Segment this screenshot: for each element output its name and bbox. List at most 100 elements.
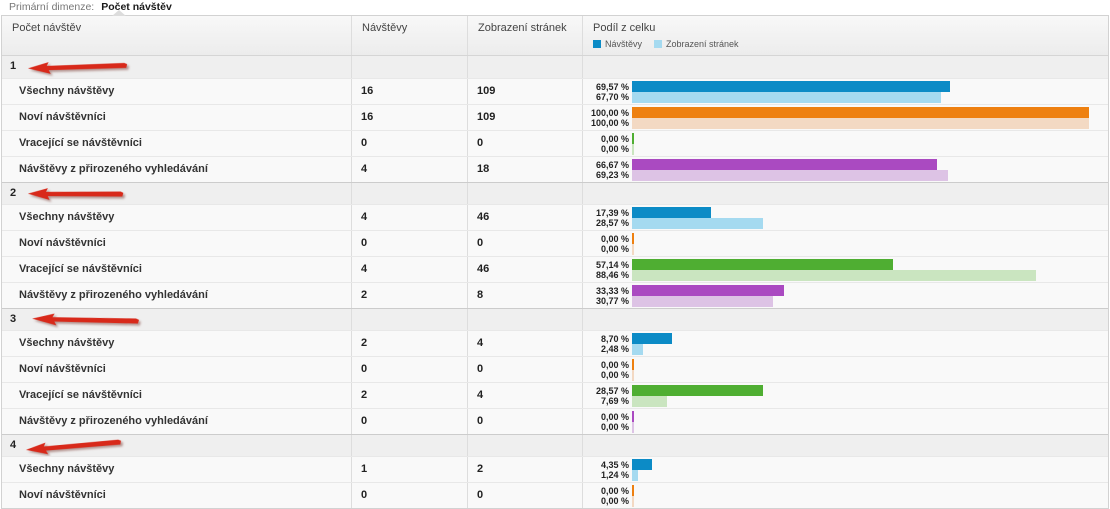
- pageviews-bar: [632, 143, 634, 155]
- pageviews-value: 46: [467, 205, 582, 230]
- segment-label: Vracející se návštěvníci: [19, 263, 142, 275]
- table-row: Všechny návštěvy 1 2 4,35 % 1,24 %: [2, 456, 1108, 482]
- annotation-arrow-icon: [25, 439, 121, 455]
- share-cell: 69,57 % 67,70 %: [582, 79, 1108, 104]
- pageviews-percent: 0,00 %: [600, 143, 629, 154]
- visits-bar: [632, 206, 711, 218]
- share-cell: 57,14 % 88,46 %: [582, 257, 1108, 282]
- visits-bar: [632, 332, 672, 344]
- visits-value: 16: [351, 79, 467, 104]
- pageviews-value: 4: [467, 331, 582, 356]
- primary-dimension-label: Primární dimenze:: [9, 1, 95, 13]
- share-bars: [632, 206, 763, 229]
- pageviews-bar: [632, 91, 941, 103]
- group-header-row: 4: [2, 434, 1108, 456]
- percent-labels: 69,57 % 67,70 %: [583, 82, 629, 102]
- share-bars: [632, 80, 950, 103]
- column-header-visits[interactable]: Návštěvy: [351, 16, 467, 55]
- visits-value: 4: [351, 205, 467, 230]
- visits-percent: 57,14 %: [595, 259, 629, 270]
- table-row: Vracející se návštěvníci 0 0 0,00 % 0,00 %: [2, 130, 1108, 156]
- table-row: Noví návštěvníci 0 0 0,00 % 0,00 %: [2, 482, 1108, 508]
- percent-labels: 100,00 % 100,00 %: [583, 108, 629, 128]
- visits-value: 0: [351, 409, 467, 434]
- visits-value: 1: [351, 457, 467, 482]
- segment-label: Vracející se návštěvníci: [19, 389, 142, 401]
- visits-bar: [632, 410, 634, 422]
- legend-swatch-visits-icon: [593, 40, 601, 48]
- pageviews-value: 8: [467, 283, 582, 308]
- segment-label: Návštěvy z přirozeného vyhledávání: [19, 163, 208, 175]
- pageviews-percent: 0,00 %: [600, 421, 629, 432]
- pageviews-bar: [632, 269, 1036, 281]
- percent-labels: 66,67 % 69,23 %: [583, 160, 629, 180]
- pageviews-percent: 30,77 %: [595, 295, 629, 306]
- share-cell: 33,33 % 30,77 %: [582, 283, 1108, 308]
- share-bars: [632, 332, 672, 355]
- share-cell: 66,67 % 69,23 %: [582, 157, 1108, 182]
- pageviews-value: 0: [467, 409, 582, 434]
- visits-percent: 17,39 %: [595, 207, 629, 218]
- table-row: Vracející se návštěvníci 2 4 28,57 % 7,69 %: [2, 382, 1108, 408]
- pageviews-bar: [632, 295, 773, 307]
- share-cell: 0,00 % 0,00 %: [582, 131, 1108, 156]
- column-header-pageviews[interactable]: Zobrazení stránek: [467, 16, 582, 55]
- visits-value: 0: [351, 231, 467, 256]
- visits-value: 0: [351, 483, 467, 508]
- group-header-cell: 1: [2, 56, 351, 78]
- visits-bar: [632, 458, 652, 470]
- visits-value: 16: [351, 105, 467, 130]
- pageviews-value: 0: [467, 131, 582, 156]
- visits-percent: 0,00 %: [600, 133, 629, 144]
- pageviews-value: 2: [467, 457, 582, 482]
- segment-label: Návštěvy z přirozeného vyhledávání: [19, 289, 208, 301]
- column-header-share: Podíl z celku Návštěvy Zobrazení stránek: [582, 16, 1108, 55]
- annotation-arrow-icon: [32, 313, 140, 326]
- percent-labels: 0,00 % 0,00 %: [583, 134, 629, 154]
- percent-labels: 0,00 % 0,00 %: [583, 360, 629, 380]
- segment-label: Vracející se návštěvníci: [19, 137, 142, 149]
- share-cell: 0,00 % 0,00 %: [582, 357, 1108, 382]
- active-tab-pointer-icon: [112, 10, 126, 16]
- pageviews-value: 0: [467, 483, 582, 508]
- visits-value: 2: [351, 383, 467, 408]
- share-bars: [632, 484, 634, 507]
- pageviews-percent: 1,24 %: [600, 469, 629, 480]
- group-number: 2: [10, 187, 17, 199]
- visits-bar: [632, 358, 634, 370]
- visits-percent: 28,57 %: [595, 385, 629, 396]
- pageviews-percent: 2,48 %: [600, 343, 629, 354]
- pageviews-value: 0: [467, 357, 582, 382]
- group-header-row: 1: [2, 56, 1108, 78]
- share-cell: 0,00 % 0,00 %: [582, 231, 1108, 256]
- share-bars: [632, 258, 1036, 281]
- share-cell: 4,35 % 1,24 %: [582, 457, 1108, 482]
- visits-percent: 0,00 %: [600, 233, 629, 244]
- visits-value: 4: [351, 157, 467, 182]
- visits-percent: 8,70 %: [600, 333, 629, 344]
- visits-bar: [632, 258, 893, 270]
- visits-bar: [632, 106, 1089, 118]
- visits-bar: [632, 384, 763, 396]
- segment-label: Noví návštěvníci: [19, 363, 106, 375]
- pageviews-percent: 100,00 %: [590, 117, 629, 128]
- share-bars: [632, 158, 948, 181]
- column-header-dimension[interactable]: Počet návštěv: [12, 22, 82, 34]
- visits-value: 4: [351, 257, 467, 282]
- pageviews-percent: 69,23 %: [595, 169, 629, 180]
- pageviews-bar: [632, 495, 634, 507]
- analytics-table: Počet návštěv Návštěvy Zobrazení stránek…: [1, 10, 1109, 509]
- group-header-row: 2: [2, 182, 1108, 204]
- percent-labels: 17,39 % 28,57 %: [583, 208, 629, 228]
- table-row: Noví návštěvníci 0 0 0,00 % 0,00 %: [2, 230, 1108, 256]
- segment-label: Všechny návštěvy: [19, 211, 115, 223]
- percent-labels: 0,00 % 0,00 %: [583, 234, 629, 254]
- table-row: Noví návštěvníci 0 0 0,00 % 0,00 %: [2, 356, 1108, 382]
- visits-bar: [632, 484, 634, 496]
- share-bars: [632, 358, 634, 381]
- visits-percent: 0,00 %: [600, 411, 629, 422]
- table-row: Návštěvy z přirozeného vyhledávání 4 18 66,…: [2, 156, 1108, 182]
- annotation-arrow-icon: [27, 188, 124, 200]
- pageviews-value: 109: [467, 79, 582, 104]
- share-bars: [632, 458, 652, 481]
